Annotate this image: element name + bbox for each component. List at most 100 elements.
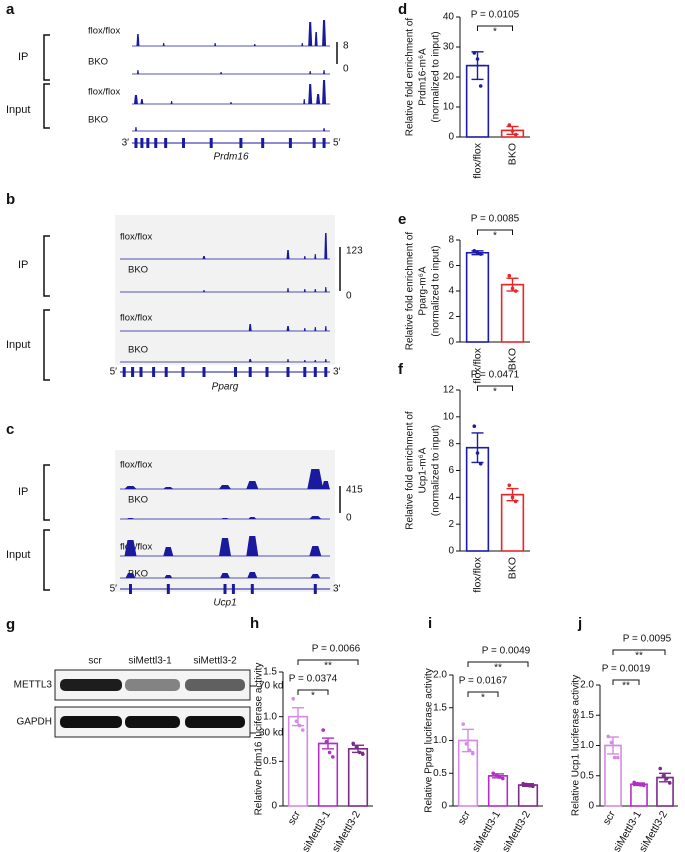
y-tick-label: 10 xyxy=(443,411,455,422)
scale-max: 8 xyxy=(343,41,349,52)
y-axis-label: Prdm16-m⁶A xyxy=(418,48,429,106)
exon xyxy=(122,367,126,377)
significance-bracket xyxy=(467,691,499,697)
panel-letter: c xyxy=(6,421,14,438)
panel-letter: j xyxy=(577,615,582,632)
y-axis-label: Relative Prdm16 luciferase activity xyxy=(254,663,265,816)
bar xyxy=(500,283,525,343)
data-point xyxy=(354,745,359,749)
y-axis-label: (normalized to input) xyxy=(431,31,442,122)
p-value: P = 0.0085 xyxy=(471,214,520,225)
p-value: P = 0.0049 xyxy=(482,646,531,657)
data-point xyxy=(461,722,466,726)
y-axis-label: Ucp1-m⁶A xyxy=(418,447,429,493)
bar xyxy=(517,784,539,807)
exon xyxy=(129,584,132,594)
x-tick-label: scr xyxy=(456,808,474,827)
gene-name: Pparg xyxy=(212,382,239,393)
y-tick-label: 1.5 xyxy=(580,710,594,721)
data-point xyxy=(513,132,518,137)
data-point xyxy=(661,773,666,778)
exon xyxy=(181,138,185,148)
y-tick-label: 6 xyxy=(448,465,454,476)
protein-label: METTL3 xyxy=(14,680,53,691)
marker-label: 30 kd xyxy=(259,728,283,739)
exon xyxy=(202,367,206,377)
y-tick-label: 4 xyxy=(448,492,454,503)
significance-bracket xyxy=(477,385,513,391)
coverage xyxy=(203,287,327,292)
data-point xyxy=(664,776,669,781)
x-tick-label: flox/flox xyxy=(471,142,483,178)
data-point xyxy=(301,728,305,732)
y-tick-label: 0 xyxy=(441,801,447,812)
bar xyxy=(347,748,369,807)
data-point xyxy=(510,129,515,133)
data-point xyxy=(632,780,636,785)
significance-stars: ** xyxy=(622,681,630,692)
data-point xyxy=(507,123,512,127)
data-point xyxy=(351,741,356,746)
bar xyxy=(500,493,525,552)
data-point xyxy=(464,741,469,746)
data-point xyxy=(467,748,472,753)
data-point xyxy=(521,781,525,786)
exon xyxy=(164,138,168,148)
data-point xyxy=(606,734,610,739)
coverage xyxy=(124,469,330,489)
sample-label: BKO xyxy=(128,495,148,506)
panel-letter: i xyxy=(428,615,432,632)
exon xyxy=(164,367,168,377)
panel-letter: e xyxy=(398,211,406,228)
group-label: Input xyxy=(6,339,30,351)
data-point xyxy=(472,249,477,253)
band xyxy=(60,679,122,691)
gene-end: 5′ xyxy=(110,367,118,378)
significance-stars: * xyxy=(493,387,497,398)
gene-name: Ucp1 xyxy=(213,598,236,609)
y-axis-label: (normalized to input) xyxy=(431,425,442,516)
p-value: P = 0.0105 xyxy=(471,10,520,21)
lane-label: scr xyxy=(88,656,102,667)
y-tick-label: 12 xyxy=(443,385,455,396)
y-tick-label: 0.5 xyxy=(580,770,594,781)
data-point xyxy=(497,775,502,779)
y-tick-label: 2 xyxy=(448,519,454,530)
panel-letter: b xyxy=(6,191,15,208)
scale-max: 123 xyxy=(346,246,363,257)
exon xyxy=(303,367,307,377)
data-point xyxy=(471,751,475,756)
group-label: Input xyxy=(6,104,30,116)
p-value: P = 0.0167 xyxy=(459,676,508,687)
significance-bracket xyxy=(477,25,513,31)
x-tick-label: BKO xyxy=(506,348,518,370)
sample-label: BKO xyxy=(88,57,108,68)
data-point xyxy=(510,286,515,291)
exon xyxy=(313,584,317,594)
coverage xyxy=(248,359,327,362)
data-point xyxy=(513,289,518,293)
lane-label: siMettl3-1 xyxy=(128,656,172,667)
y-tick-label: 0.5 xyxy=(263,756,277,767)
y-tick-label: 1.5 xyxy=(433,702,447,713)
y-tick-label: 0 xyxy=(448,337,454,348)
significance-stars: ** xyxy=(635,651,643,662)
significance-bracket xyxy=(297,659,359,665)
exon xyxy=(154,138,158,148)
exon xyxy=(231,584,235,594)
data-point xyxy=(472,51,477,55)
significance-stars: * xyxy=(493,27,497,38)
significance-bracket xyxy=(297,689,329,695)
data-point xyxy=(472,424,477,429)
significance-bracket xyxy=(612,649,666,655)
y-axis-label: Pparg-m⁶A xyxy=(418,266,429,315)
significance-stars: ** xyxy=(494,663,502,674)
y-axis-label: Relative fold enrichment of xyxy=(405,232,416,351)
gene-end: 3′ xyxy=(333,367,341,378)
data-point xyxy=(507,483,512,488)
p-value: P = 0.0374 xyxy=(289,674,338,685)
data-point xyxy=(612,755,617,760)
y-tick-label: 30 xyxy=(443,42,455,53)
data-point xyxy=(357,750,362,755)
group-label: IP xyxy=(18,51,28,63)
